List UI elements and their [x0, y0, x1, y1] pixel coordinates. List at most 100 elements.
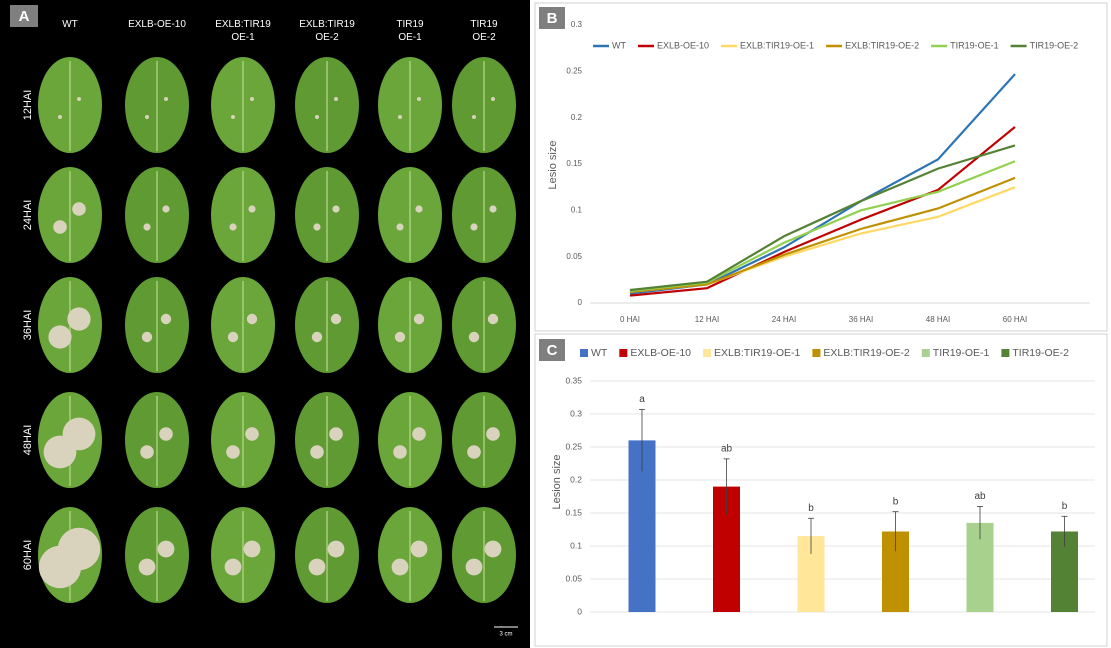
- legend-swatch: [619, 349, 628, 357]
- lesion: [53, 220, 67, 234]
- row-label: 36HAI: [22, 310, 34, 341]
- legend-label: EXLB-OE-10: [630, 347, 691, 359]
- panel-label: A: [19, 8, 30, 25]
- lesion: [396, 223, 404, 231]
- lesion: [332, 205, 340, 213]
- lesion: [486, 427, 500, 441]
- y-tick-label: 0.25: [566, 66, 582, 75]
- lesion: [226, 445, 240, 459]
- lesion: [145, 115, 149, 119]
- y-tick-label: 0.1: [571, 205, 583, 214]
- panel-label: C: [547, 342, 558, 359]
- y-axis-label: Lesio size: [547, 141, 559, 190]
- panel-label-box: [539, 339, 565, 361]
- row-label: 24HAI: [22, 200, 34, 231]
- column-label: EXLB:TIR19 OE-1: [215, 19, 271, 43]
- legend-label: EXLB:TIR19-OE-2: [845, 40, 919, 50]
- y-tick-label: 0.35: [565, 375, 582, 385]
- lesion: [334, 97, 338, 101]
- lesion: [62, 417, 96, 451]
- series-line: [629, 144, 1016, 292]
- lesion: [157, 540, 175, 558]
- lesion: [468, 331, 480, 343]
- lesion: [231, 115, 235, 119]
- x-tick-label: 24 HAI: [772, 315, 796, 324]
- y-tick-label: 0.3: [571, 20, 583, 29]
- significance-letter: ab: [721, 444, 733, 455]
- legend-label: EXLB:TIR19-OE-1: [714, 347, 801, 359]
- lesion: [58, 115, 62, 119]
- panel-label: B: [547, 10, 558, 27]
- series-line: [629, 176, 1016, 293]
- row-label: 60HAI: [22, 540, 34, 571]
- lesion: [162, 205, 170, 213]
- lesion: [410, 540, 428, 558]
- x-tick-label: 36 HAI: [849, 315, 873, 324]
- y-tick-label: 0.15: [565, 507, 582, 517]
- lesion: [229, 223, 237, 231]
- significance-letter: a: [639, 394, 645, 405]
- lesion: [315, 115, 319, 119]
- lesion: [329, 427, 343, 441]
- y-tick-label: 0.05: [565, 573, 582, 583]
- row-label: 12HAI: [22, 90, 34, 121]
- lesion: [465, 558, 483, 576]
- lesion: [243, 540, 261, 558]
- lesion: [472, 115, 476, 119]
- row-label: 48HAI: [22, 425, 34, 456]
- lesion: [48, 325, 72, 349]
- lesion: [224, 558, 242, 576]
- column-label: TIR19 OE-2: [470, 19, 498, 43]
- y-tick-label: 0.2: [570, 474, 582, 484]
- column-label: EXLB:TIR19 OE-2: [299, 19, 355, 43]
- lesion: [57, 527, 101, 571]
- y-tick-label: 0: [577, 606, 582, 616]
- legend-label: TIR19-OE-1: [933, 347, 990, 359]
- legend-swatch: [921, 349, 930, 357]
- legend-label: EXLB:TIR19-OE-1: [740, 40, 814, 50]
- lesion: [487, 313, 499, 325]
- column-label: WT: [62, 19, 78, 30]
- lesion: [164, 97, 168, 101]
- x-tick-label: 60 HAI: [1003, 315, 1027, 324]
- legend-swatch: [1001, 349, 1010, 357]
- lesion: [489, 205, 497, 213]
- lesion: [159, 427, 173, 441]
- lesion: [248, 205, 256, 213]
- legend-label: TIR19-OE-2: [1012, 347, 1069, 359]
- lesion: [394, 331, 406, 343]
- lesion: [308, 558, 326, 576]
- legend-label: EXLB:TIR19-OE-2: [823, 347, 910, 359]
- lesion: [484, 540, 502, 558]
- lesion: [138, 558, 156, 576]
- legend-label: EXLB-OE-10: [657, 40, 709, 50]
- lesion: [250, 97, 254, 101]
- lesion: [246, 313, 258, 325]
- legend-swatch: [580, 349, 588, 357]
- column-label: EXLB-OE-10: [128, 19, 186, 30]
- x-tick-label: 12 HAI: [695, 315, 719, 324]
- legend-label: WT: [591, 347, 608, 359]
- lesion: [245, 427, 259, 441]
- panel-b-frame: [534, 2, 1108, 332]
- legend-swatch: [703, 349, 712, 357]
- lesion: [311, 331, 323, 343]
- lesion: [67, 307, 91, 331]
- y-tick-label: 0.1: [570, 540, 582, 550]
- legend-label: WT: [612, 40, 626, 50]
- lesion: [143, 223, 151, 231]
- lesion: [398, 115, 402, 119]
- lesion: [491, 97, 495, 101]
- lesion: [412, 427, 426, 441]
- y-tick-label: 0.3: [570, 408, 582, 418]
- lesion: [330, 313, 342, 325]
- lesion: [467, 445, 481, 459]
- legend-label: TIR19-OE-2: [1030, 40, 1079, 50]
- lesion: [393, 445, 407, 459]
- lesion: [227, 331, 239, 343]
- lesion: [470, 223, 478, 231]
- lesion: [415, 205, 423, 213]
- significance-letter: ab: [974, 491, 986, 502]
- legend-swatch: [812, 349, 821, 357]
